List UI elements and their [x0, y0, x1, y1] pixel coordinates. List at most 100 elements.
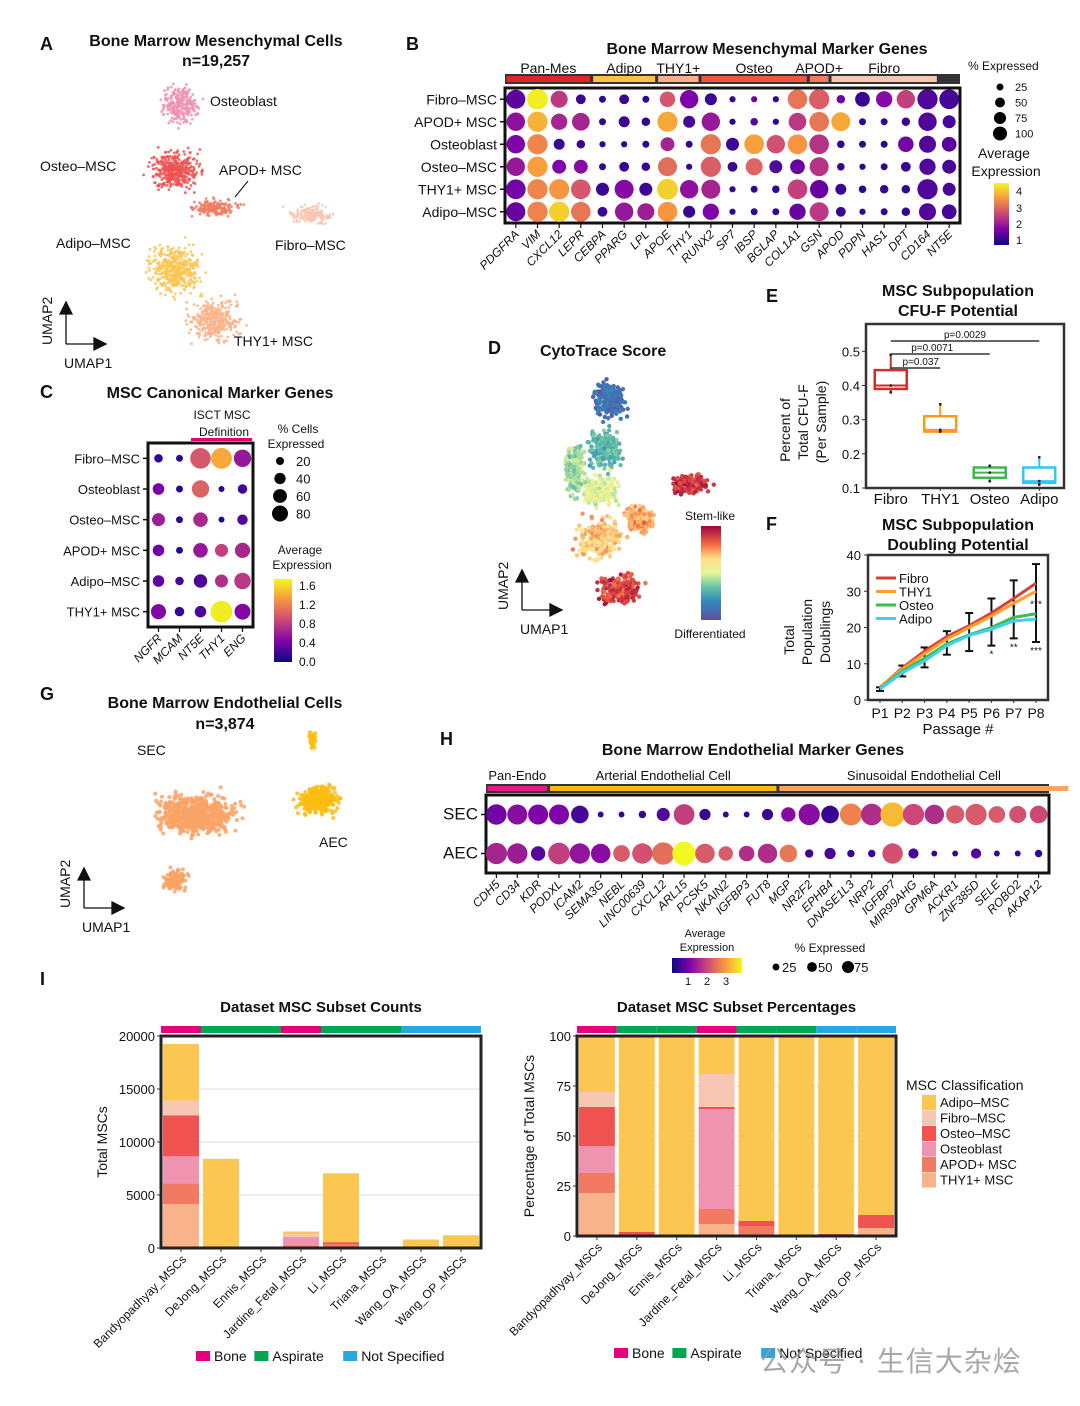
cell-point	[155, 166, 158, 170]
cell-point	[182, 103, 186, 107]
cell-point	[606, 585, 611, 590]
cell-point	[321, 218, 324, 221]
cell-point	[172, 178, 176, 182]
cell-point	[162, 282, 166, 285]
cell-point	[168, 178, 172, 181]
dot-akap12	[1034, 849, 1043, 858]
cell-point	[167, 121, 171, 125]
dot-dnase1l3	[839, 803, 862, 826]
cell-point	[612, 524, 617, 529]
cell-point	[198, 276, 201, 280]
cell-point	[238, 799, 243, 804]
cell-point	[184, 319, 188, 323]
colorbar-tick: 0.0	[299, 655, 316, 669]
cell-point	[644, 516, 650, 522]
cell-point	[574, 553, 580, 558]
dot-robo2	[1009, 805, 1027, 824]
cell-point	[189, 796, 194, 801]
cell-point	[311, 736, 316, 741]
cell-point	[210, 205, 214, 208]
significance-marker: **	[1010, 642, 1018, 653]
dot-sp7	[729, 96, 736, 103]
size-legend-label: 50	[1015, 98, 1027, 110]
cell-point	[175, 258, 179, 262]
cell-point	[229, 299, 232, 303]
x-tick-label: Osteo	[970, 491, 1010, 508]
cell-point	[631, 582, 636, 587]
label-leader-line	[234, 180, 249, 198]
cell-point	[162, 113, 166, 116]
cell-point	[218, 785, 223, 790]
cell-point	[204, 271, 208, 275]
cell-point	[296, 208, 299, 211]
cell-point	[242, 804, 247, 809]
cell-point	[147, 266, 151, 270]
cell-point	[214, 207, 217, 211]
y-tick-label: Fibro–MSC	[74, 451, 140, 466]
size-legend-dot	[996, 83, 1004, 91]
cell-point	[578, 443, 583, 449]
cell-point	[201, 315, 205, 319]
cell-point	[629, 509, 634, 514]
cell-point	[180, 175, 183, 178]
cell-point	[307, 210, 310, 214]
dot-col1a1	[787, 134, 808, 155]
cell-point	[167, 286, 171, 290]
cell-point	[312, 212, 316, 215]
size-legend-dot	[995, 97, 1005, 108]
cell-point	[234, 319, 238, 323]
cell-point	[585, 439, 590, 445]
cell-point	[312, 795, 317, 800]
cell-point	[219, 306, 223, 310]
cell-point	[235, 304, 239, 308]
colorbar-tick: 4	[1016, 186, 1022, 198]
x-tick-label: P5	[961, 705, 978, 721]
cell-point	[322, 222, 325, 226]
dot-has1	[880, 140, 888, 148]
dot-nrp2	[860, 803, 883, 826]
p-value-label: p=0.0071	[911, 343, 953, 354]
dot-linc00639	[638, 810, 647, 819]
cell-point	[172, 91, 176, 95]
cell-point	[160, 275, 164, 279]
cell-point	[172, 111, 176, 115]
cell-point	[154, 270, 158, 274]
cell-point	[197, 806, 202, 811]
cell-point	[304, 803, 309, 808]
cell-point	[169, 279, 173, 283]
colorbar-tick: 0.8	[299, 617, 316, 631]
group-bar-pan-mes	[506, 76, 591, 82]
cell-point	[222, 339, 226, 343]
cell-point	[615, 454, 620, 460]
cell-point	[195, 205, 198, 208]
cell-point	[610, 491, 615, 497]
cell-point	[196, 258, 199, 262]
cell-point	[158, 243, 162, 247]
dot-nt5e	[193, 512, 208, 527]
cell-point	[174, 165, 177, 169]
cell-point	[184, 91, 187, 95]
cell-point	[169, 270, 173, 274]
y-tick-label: AEC	[443, 844, 478, 863]
cell-point	[618, 393, 624, 398]
colorbar-tick: 0.4	[299, 636, 316, 650]
x-tick-label: Adipo	[1020, 491, 1058, 508]
dot-igfbp3	[738, 845, 755, 862]
panel-title: Bone Marrow Mesenchymal Marker Genes	[606, 41, 927, 58]
cell-point	[185, 307, 189, 311]
group-label: APOD+	[795, 60, 843, 76]
cell-point	[173, 88, 177, 92]
dot-ackr1	[952, 850, 959, 857]
cell-point	[192, 107, 195, 111]
cell-point	[687, 477, 693, 483]
cell-point	[607, 500, 612, 505]
cell-point	[185, 263, 189, 267]
dot-cd34	[507, 804, 528, 825]
panel-h: H Bone Marrow Endothelial Marker Genes S…	[440, 729, 1069, 988]
cell-point	[170, 93, 174, 97]
cell-point	[195, 332, 199, 335]
cell-point	[228, 315, 232, 318]
dot-thy1	[210, 600, 233, 623]
cell-point	[193, 261, 197, 265]
cell-point	[625, 595, 630, 600]
